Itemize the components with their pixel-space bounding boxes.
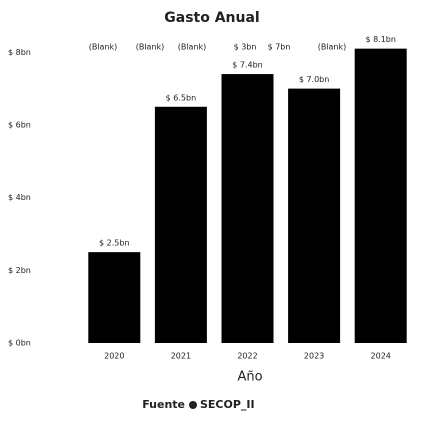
x-tick-label: 2021	[171, 352, 191, 361]
source: SECOP_II	[200, 398, 255, 411]
y-tick-label: $ 2bn	[8, 266, 31, 275]
data-label: $ 7.0bn	[299, 75, 330, 84]
data-label: $ 8.1bn	[365, 35, 396, 44]
bar	[288, 88, 341, 343]
bar	[221, 74, 274, 343]
chart-title: Gasto Anual	[164, 10, 259, 26]
bar	[354, 48, 407, 343]
data-label: $ 6.5bn	[166, 93, 197, 102]
header-label: (Blank)	[178, 43, 207, 52]
header-label: (Blank)	[89, 43, 118, 52]
y-tick-label: $ 6bn	[8, 120, 31, 129]
header-label: (Blank)	[136, 43, 165, 52]
data-label: $ 7.4bn	[232, 61, 263, 70]
bar	[88, 252, 141, 343]
header-label: (Blank)	[318, 43, 347, 52]
y-tick-label: $ 4bn	[8, 193, 31, 202]
x-tick-label: 2022	[237, 352, 257, 361]
x-axis-title: Año	[237, 370, 262, 385]
x-tick-label: 2020	[104, 352, 124, 361]
header-label: $ 7bn	[268, 43, 291, 52]
header-label: $ 3bn	[234, 43, 257, 52]
y-tick-label: $ 8bn	[8, 48, 31, 57]
y-tick-label: $ 0bn	[8, 339, 31, 348]
x-tick-label: 2023	[304, 352, 324, 361]
x-tick-label: 2024	[371, 352, 391, 361]
bar	[154, 106, 207, 343]
data-label: $ 2.5bn	[99, 239, 130, 248]
source-label: Fuente	[142, 398, 185, 411]
source-icon	[189, 401, 197, 409]
